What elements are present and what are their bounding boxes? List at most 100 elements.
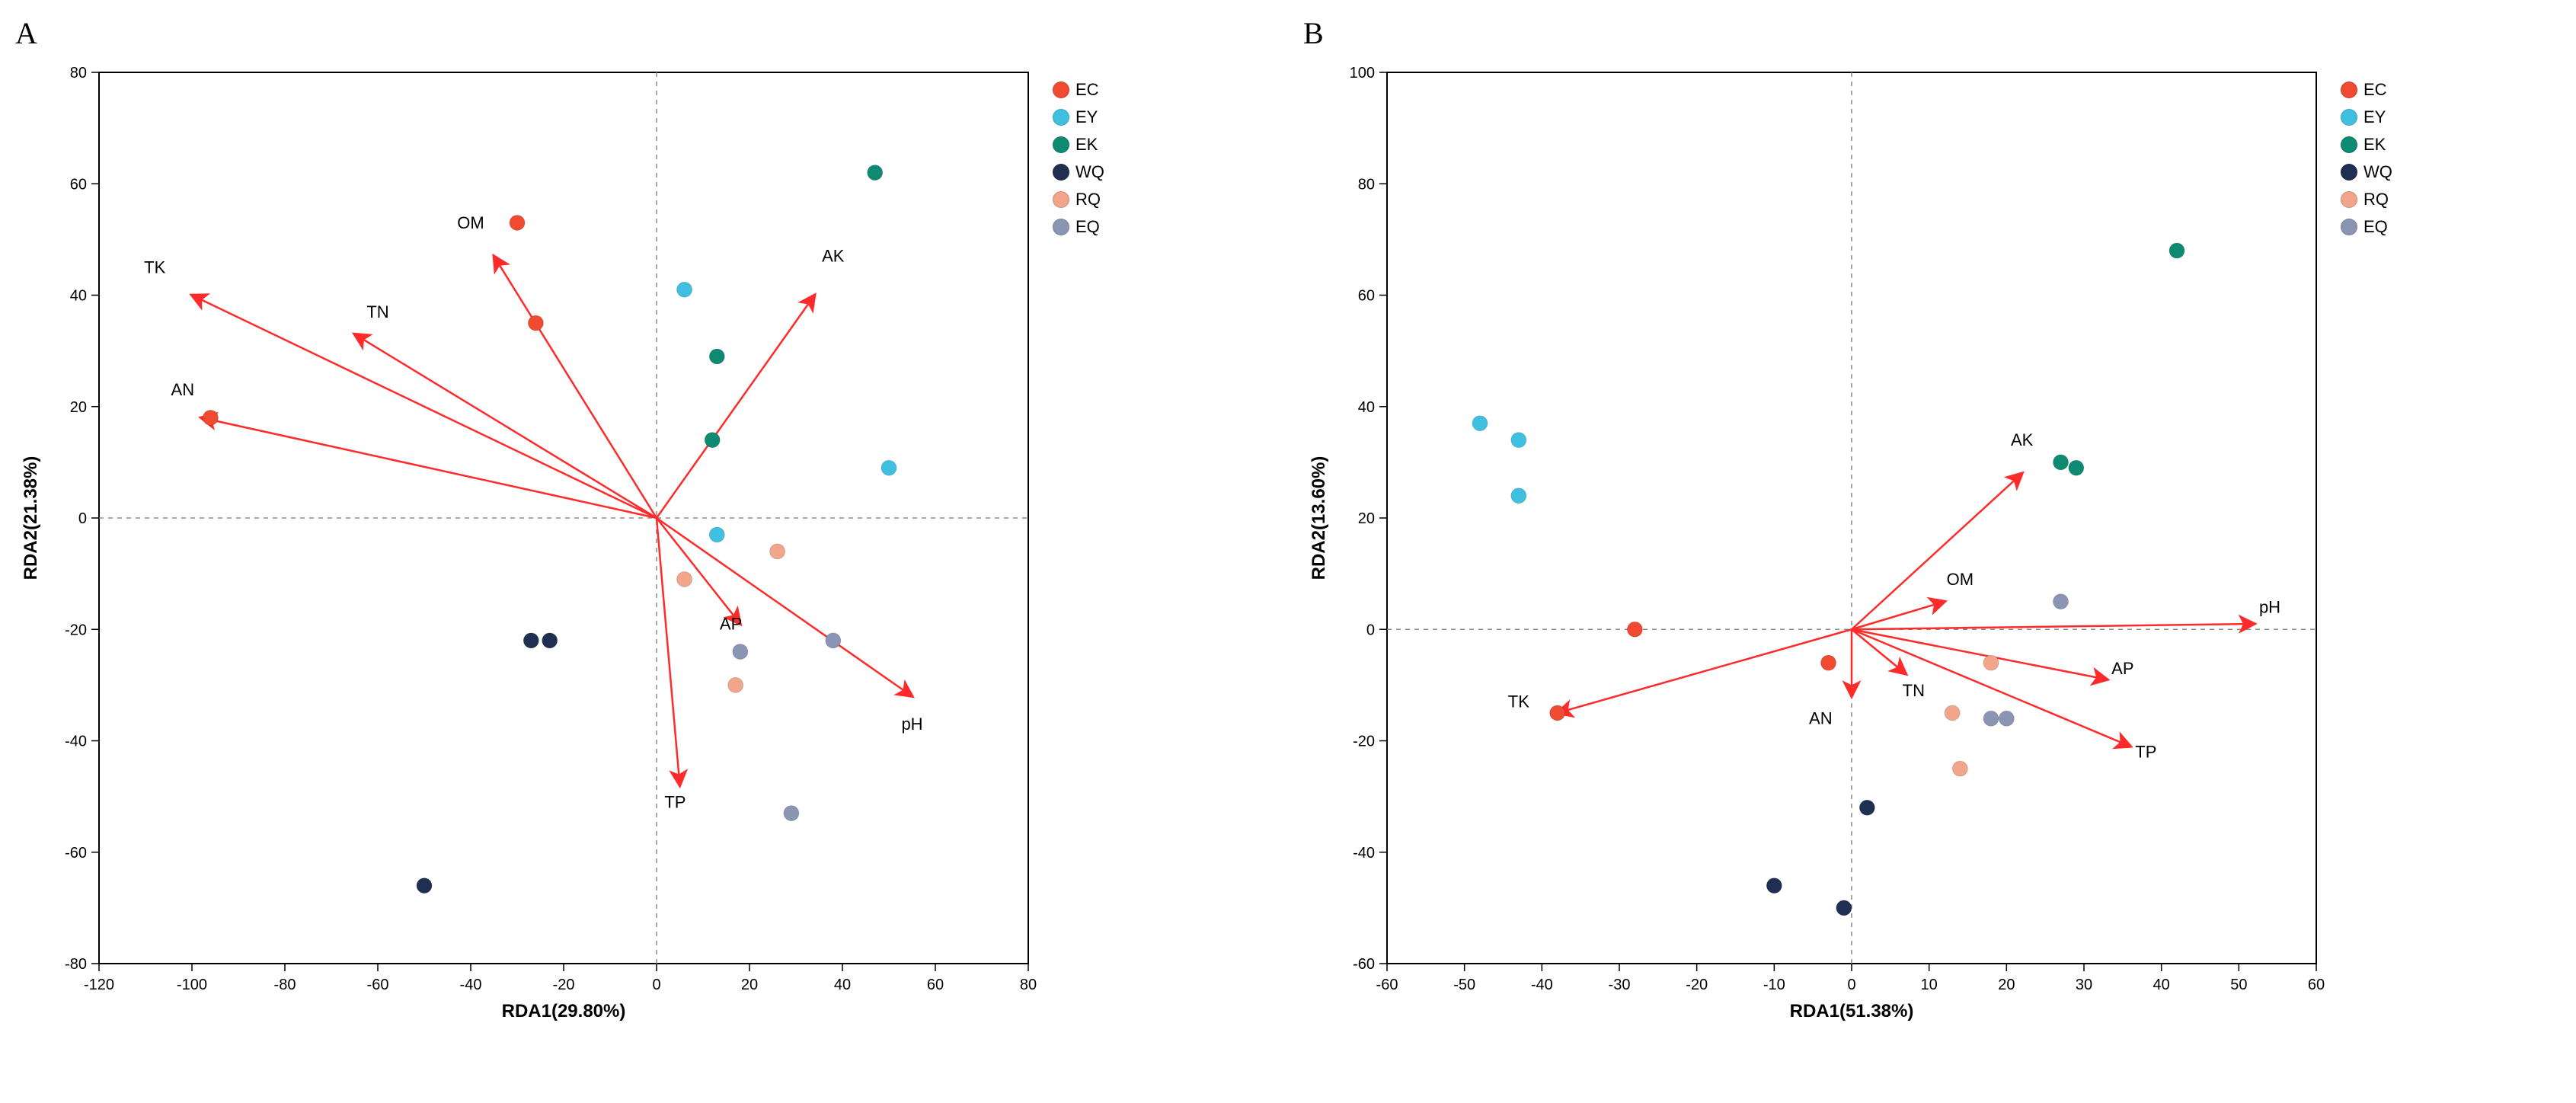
- svg-text:60: 60: [2308, 977, 2325, 993]
- svg-text:0: 0: [78, 510, 87, 527]
- svg-text:40: 40: [1358, 399, 1375, 416]
- legend-swatch-icon: [2341, 136, 2357, 153]
- svg-text:-20: -20: [553, 977, 575, 993]
- legend-item-ec: EC: [2341, 80, 2392, 100]
- svg-text:AP: AP: [720, 614, 742, 633]
- legend-swatch-icon: [2341, 191, 2357, 208]
- svg-text:-40: -40: [1531, 977, 1553, 993]
- panel-a-chart: -120-100-80-60-40-20020406080-80-60-40-2…: [15, 57, 1044, 1032]
- legend-label: EK: [2363, 135, 2386, 155]
- svg-text:TN: TN: [1903, 681, 1925, 700]
- legend-label: EK: [1075, 135, 1098, 155]
- panel-a: A -120-100-80-60-40-20020406080-80-60-40…: [15, 15, 1273, 1032]
- svg-text:-60: -60: [367, 977, 389, 993]
- svg-text:AN: AN: [1809, 709, 1833, 728]
- legend-swatch-icon: [1053, 109, 1069, 126]
- legend-swatch-icon: [1053, 82, 1069, 98]
- legend-item-ek: EK: [1053, 135, 1104, 155]
- svg-text:-10: -10: [1763, 977, 1785, 993]
- legend-label: EQ: [2363, 217, 2388, 237]
- svg-text:50: 50: [2230, 977, 2247, 993]
- legend-label: WQ: [2363, 162, 2392, 182]
- svg-text:OM: OM: [457, 213, 484, 232]
- svg-text:60: 60: [927, 977, 944, 993]
- legend-item-ec: EC: [1053, 80, 1104, 100]
- legend-item-ek: EK: [2341, 135, 2392, 155]
- svg-text:RDA2(13.60%): RDA2(13.60%): [1309, 456, 1329, 580]
- svg-text:AK: AK: [2011, 430, 2034, 449]
- panel-b-label: B: [1303, 15, 2561, 51]
- panel-a-label: A: [15, 15, 1273, 51]
- svg-text:-50: -50: [1453, 977, 1475, 993]
- svg-text:100: 100: [1350, 65, 1375, 82]
- svg-text:AN: AN: [171, 380, 195, 399]
- svg-text:-60: -60: [1376, 977, 1398, 993]
- svg-text:-40: -40: [65, 734, 87, 750]
- legend-label: RQ: [1075, 190, 1101, 209]
- svg-text:-60: -60: [65, 845, 87, 862]
- panel-a-legend: EC EY EK WQ RQ EQ: [1053, 80, 1104, 245]
- legend-item-eq: EQ: [1053, 217, 1104, 237]
- svg-text:40: 40: [70, 288, 87, 305]
- legend-swatch-icon: [2341, 219, 2357, 235]
- svg-text:20: 20: [1998, 977, 2015, 993]
- legend-label: EY: [1075, 107, 1098, 127]
- svg-text:60: 60: [1358, 288, 1375, 305]
- legend-swatch-icon: [1053, 164, 1069, 181]
- svg-text:20: 20: [70, 399, 87, 416]
- panel-b-chart: -60-50-40-30-20-100102030405060-60-40-20…: [1303, 57, 2332, 1032]
- legend-label: EY: [2363, 107, 2386, 127]
- panel-b-legend: EC EY EK WQ RQ EQ: [2341, 80, 2392, 245]
- legend-item-rq: RQ: [1053, 190, 1104, 209]
- svg-text:TP: TP: [2135, 742, 2156, 761]
- panel-b: B -60-50-40-30-20-100102030405060-60-40-…: [1303, 15, 2561, 1032]
- svg-text:60: 60: [70, 176, 87, 193]
- panel-b-row: -60-50-40-30-20-100102030405060-60-40-20…: [1303, 57, 2561, 1032]
- legend-swatch-icon: [2341, 164, 2357, 181]
- svg-text:TN: TN: [366, 302, 388, 321]
- legend-swatch-icon: [1053, 191, 1069, 208]
- legend-swatch-icon: [2341, 82, 2357, 98]
- legend-item-ey: EY: [2341, 107, 2392, 127]
- svg-text:pH: pH: [2259, 597, 2280, 616]
- svg-text:0: 0: [1366, 622, 1375, 638]
- svg-text:0: 0: [1847, 977, 1855, 993]
- legend-item-rq: RQ: [2341, 190, 2392, 209]
- svg-text:pH: pH: [901, 715, 922, 734]
- legend-label: WQ: [1075, 162, 1104, 182]
- legend-swatch-icon: [2341, 109, 2357, 126]
- svg-text:-40: -40: [1353, 845, 1375, 862]
- svg-text:OM: OM: [1947, 570, 1974, 589]
- legend-label: RQ: [2363, 190, 2389, 209]
- svg-text:80: 80: [70, 65, 87, 82]
- panel-a-row: -120-100-80-60-40-20020406080-80-60-40-2…: [15, 57, 1273, 1032]
- svg-text:-30: -30: [1609, 977, 1631, 993]
- svg-text:80: 80: [1020, 977, 1037, 993]
- svg-text:TK: TK: [144, 257, 165, 277]
- svg-text:-20: -20: [65, 622, 87, 638]
- legend-item-wq: WQ: [1053, 162, 1104, 182]
- svg-text:0: 0: [652, 977, 660, 993]
- svg-text:40: 40: [2153, 977, 2170, 993]
- legend-label: EQ: [1075, 217, 1100, 237]
- svg-text:AP: AP: [2111, 659, 2133, 678]
- legend-label: EC: [2363, 80, 2387, 100]
- legend-item-eq: EQ: [2341, 217, 2392, 237]
- svg-text:TK: TK: [1508, 692, 1529, 711]
- svg-text:20: 20: [1358, 510, 1375, 527]
- svg-text:-60: -60: [1353, 956, 1375, 973]
- svg-text:10: 10: [1921, 977, 1938, 993]
- svg-text:40: 40: [834, 977, 851, 993]
- legend-item-ey: EY: [1053, 107, 1104, 127]
- svg-text:-120: -120: [84, 977, 114, 993]
- legend-swatch-icon: [1053, 219, 1069, 235]
- legend-item-wq: WQ: [2341, 162, 2392, 182]
- svg-text:80: 80: [1358, 176, 1375, 193]
- legend-label: EC: [1075, 80, 1099, 100]
- svg-text:RDA1(51.38%): RDA1(51.38%): [1790, 1001, 1914, 1021]
- svg-text:-100: -100: [177, 977, 207, 993]
- svg-text:AK: AK: [822, 247, 845, 266]
- svg-text:-40: -40: [460, 977, 482, 993]
- svg-text:TP: TP: [664, 792, 686, 811]
- figure-container: A -120-100-80-60-40-20020406080-80-60-40…: [15, 15, 2561, 1032]
